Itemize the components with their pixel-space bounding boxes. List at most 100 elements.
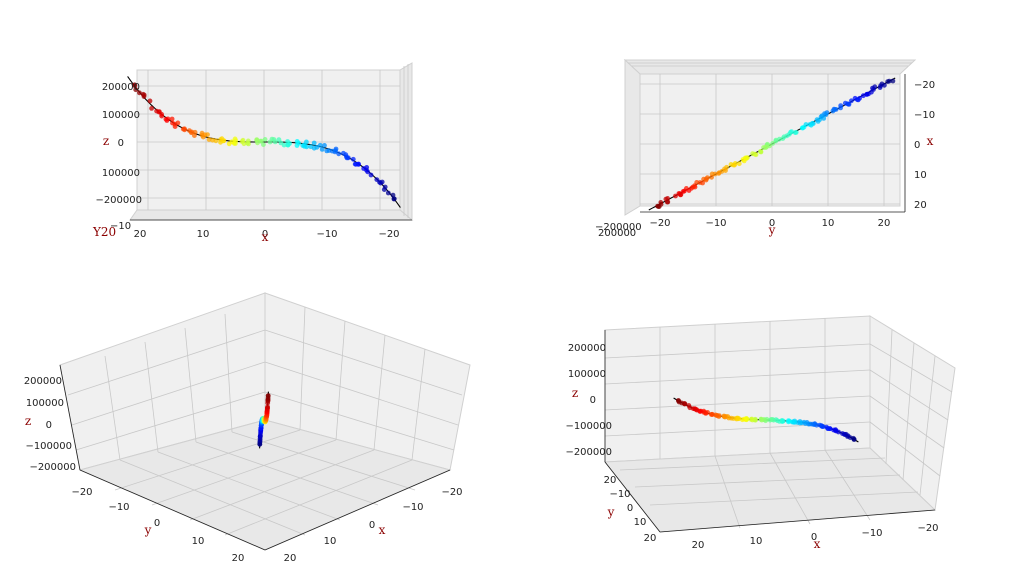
p1-x-tick: −20 bbox=[378, 229, 399, 240]
p1-data-point bbox=[364, 165, 370, 170]
p1-x-tick: 20 bbox=[134, 229, 147, 240]
p2-x-tick: −20 bbox=[914, 80, 935, 91]
p1-data-point bbox=[147, 98, 153, 104]
p4-data-point bbox=[833, 427, 838, 433]
p4-z-tick: 0 bbox=[590, 395, 596, 406]
p1-data-point bbox=[285, 139, 290, 144]
p2-data-point bbox=[732, 162, 737, 168]
panel-oblique-view: 200000 100000 0 −100000 −200000 z −20 −1… bbox=[24, 292, 471, 564]
p2-data-point bbox=[823, 112, 829, 118]
p2-data-point bbox=[664, 199, 670, 205]
p1-data-point bbox=[226, 141, 232, 147]
p1-data-point bbox=[262, 137, 268, 142]
p4-data-point bbox=[726, 415, 732, 421]
p4-y-axis-line bbox=[604, 461, 661, 533]
p3-data-point bbox=[265, 395, 271, 401]
p2-data-point bbox=[855, 97, 861, 103]
p3-x-tick: −20 bbox=[441, 487, 462, 498]
p2-y-tick: 10 bbox=[822, 218, 835, 229]
p2-back-pane bbox=[639, 73, 901, 207]
p4-y-label: y bbox=[607, 505, 615, 519]
p1-data-point bbox=[391, 196, 397, 202]
p3-x-axis-line bbox=[264, 469, 451, 551]
p2-corner-tick: −200000 bbox=[595, 222, 642, 233]
p4-data-point bbox=[759, 417, 764, 423]
p2-data-point bbox=[701, 176, 706, 182]
p1-data-point bbox=[141, 94, 147, 99]
p2-data-point bbox=[736, 161, 742, 167]
p2-data-point bbox=[860, 93, 866, 99]
p1-data-point bbox=[154, 108, 160, 114]
p2-data-point bbox=[764, 144, 769, 150]
p1-data-point bbox=[132, 82, 138, 88]
p3-x-tick: −10 bbox=[402, 502, 423, 513]
p3-x-label: x bbox=[379, 523, 386, 537]
p2-data-point bbox=[678, 192, 684, 198]
p2-data-point bbox=[673, 193, 678, 199]
p4-data-point bbox=[740, 417, 745, 423]
p2-data-point bbox=[781, 134, 787, 140]
p2-data-point bbox=[716, 171, 722, 176]
p3-x-tick: 10 bbox=[324, 536, 337, 547]
p4-data-point bbox=[714, 413, 720, 418]
p1-data-point bbox=[261, 142, 266, 148]
p4-y-tick: 20 bbox=[604, 475, 617, 486]
p1-data-point bbox=[374, 177, 380, 183]
p2-data-point bbox=[849, 98, 854, 104]
p1-data-point bbox=[267, 139, 273, 145]
p1-data-point bbox=[182, 127, 188, 133]
p1-data-point bbox=[300, 143, 306, 149]
p1-data-point bbox=[317, 142, 323, 148]
p1-data-point bbox=[218, 137, 223, 143]
p3-data-point bbox=[265, 404, 270, 410]
p2-data-point bbox=[793, 130, 799, 135]
p1-data-point bbox=[232, 136, 238, 142]
p4-points bbox=[676, 398, 857, 442]
p2-x-tick: 20 bbox=[914, 200, 927, 211]
p4-x-axis-line bbox=[659, 509, 936, 533]
p4-z-tick: 100000 bbox=[568, 369, 606, 380]
p1-right-pane bbox=[399, 62, 413, 222]
p2-y-tick: −20 bbox=[649, 218, 670, 229]
p1-x-tick: 10 bbox=[197, 229, 210, 240]
p4-data-point bbox=[809, 421, 815, 427]
p2-x-tick: −10 bbox=[914, 110, 935, 121]
p2-data-point bbox=[882, 82, 887, 88]
panel-top-view: −20 −10 0 10 20 y −20 −10 0 10 20 x −200… bbox=[595, 58, 935, 239]
p4-data-point bbox=[709, 412, 715, 417]
p2-x-tick: 0 bbox=[914, 140, 920, 151]
p2-data-point bbox=[838, 105, 843, 111]
p4-data-point bbox=[687, 405, 693, 411]
p1-data-point bbox=[240, 137, 246, 143]
p1-data-point bbox=[199, 130, 205, 136]
p2-data-point bbox=[808, 122, 814, 128]
p4-x-tick: −10 bbox=[861, 528, 882, 539]
p1-data-point bbox=[200, 134, 206, 140]
p1-x-label: x bbox=[262, 230, 269, 244]
p1-data-point bbox=[311, 145, 317, 151]
p3-z-tick: 100000 bbox=[26, 398, 64, 409]
p1-data-point bbox=[206, 137, 212, 142]
p1-data-point bbox=[311, 140, 317, 146]
p3-y-tick: −10 bbox=[108, 502, 129, 513]
p2-data-point bbox=[885, 79, 891, 84]
p4-z-tick: −100000 bbox=[565, 421, 612, 432]
p1-z-tick: 100000 bbox=[102, 168, 140, 179]
p3-y-tick: −20 bbox=[71, 487, 92, 498]
p1-y-corner-label: Y20 bbox=[92, 225, 116, 239]
p1-corner-tick: −10 bbox=[110, 221, 131, 232]
p4-data-point bbox=[786, 418, 791, 423]
p3-x-tick: 0 bbox=[369, 520, 375, 531]
p2-data-point bbox=[655, 203, 660, 209]
p1-z-tick: −200000 bbox=[95, 195, 142, 206]
p4-grid bbox=[604, 318, 953, 529]
p1-data-point bbox=[169, 116, 175, 122]
p3-z-label: z bbox=[25, 414, 31, 428]
p4-x-tick: 0 bbox=[811, 532, 817, 543]
p1-data-point bbox=[390, 192, 396, 198]
p1-back-pane bbox=[136, 69, 401, 211]
p4-z-tick: −200000 bbox=[565, 447, 612, 458]
p1-data-point bbox=[192, 133, 197, 139]
p3-y-tick: 0 bbox=[154, 518, 160, 529]
p2-y-label: y bbox=[768, 223, 776, 237]
